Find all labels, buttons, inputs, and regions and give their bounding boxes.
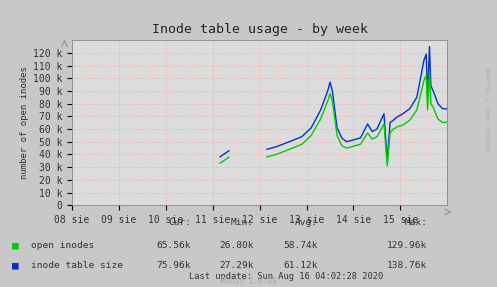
Title: Inode table usage - by week: Inode table usage - by week	[152, 23, 368, 36]
Text: 129.96k: 129.96k	[387, 241, 427, 250]
Text: 61.12k: 61.12k	[284, 261, 318, 270]
Text: Avg:: Avg:	[295, 218, 318, 227]
Text: open inodes: open inodes	[31, 241, 94, 250]
Text: 138.76k: 138.76k	[387, 261, 427, 270]
Text: 65.56k: 65.56k	[157, 241, 191, 250]
Text: 58.74k: 58.74k	[284, 241, 318, 250]
Y-axis label: number of open inodes: number of open inodes	[20, 66, 29, 179]
Text: Max:: Max:	[405, 218, 427, 227]
Text: 27.29k: 27.29k	[219, 261, 253, 270]
Text: 26.80k: 26.80k	[219, 241, 253, 250]
Text: RRDTOOL / TOBI OETIKER: RRDTOOL / TOBI OETIKER	[485, 68, 490, 150]
Text: Min:: Min:	[231, 218, 253, 227]
Text: Cur:: Cur:	[168, 218, 191, 227]
Text: 75.96k: 75.96k	[157, 261, 191, 270]
Text: Munin 2.0.49: Munin 2.0.49	[221, 278, 276, 286]
Text: ■: ■	[12, 241, 19, 250]
Text: inode table size: inode table size	[31, 261, 123, 270]
Text: Last update: Sun Aug 16 04:02:28 2020: Last update: Sun Aug 16 04:02:28 2020	[189, 272, 383, 281]
Text: ■: ■	[12, 261, 19, 270]
